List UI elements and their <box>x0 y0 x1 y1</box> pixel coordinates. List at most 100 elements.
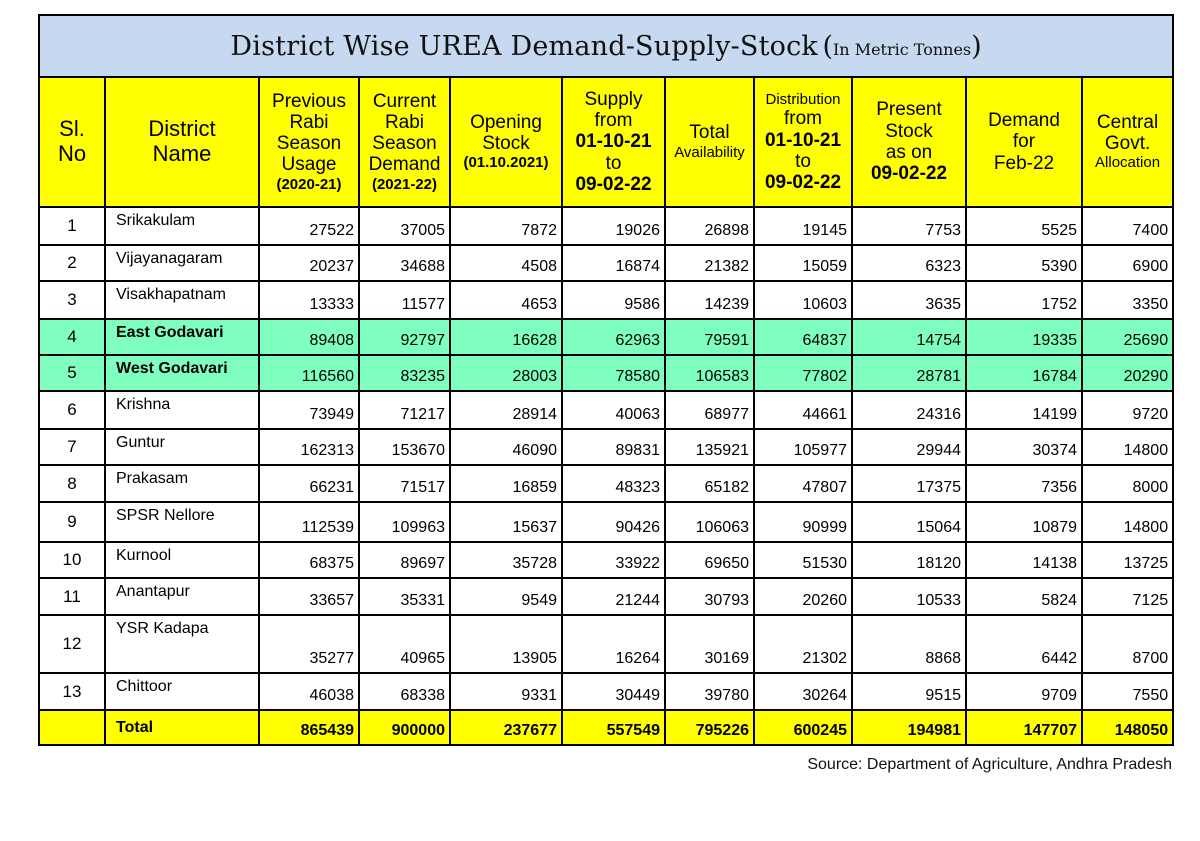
cell-prev: 116560 <box>258 354 360 392</box>
cell-sl-no: 11 <box>38 577 106 616</box>
cell-sl-no: 8 <box>38 464 106 503</box>
cell-total: 26898 <box>664 206 755 246</box>
table-row: 3 Visakhapatnam 13333 11577 4653 9586 14239 106… <box>38 280 1175 320</box>
cell-distribution: 30264 <box>753 672 853 711</box>
cell-sl-no: 12 <box>38 614 106 674</box>
cell-present: 24316 <box>851 390 967 430</box>
cell-sl-no: 2 <box>38 244 106 282</box>
cell-central: 14800 <box>1080 501 1175 543</box>
cell-curr: 40965 <box>358 614 451 674</box>
cell-curr: 34688 <box>358 244 451 282</box>
cell-opening: 13905 <box>449 614 563 674</box>
cell-prev: 89408 <box>258 318 360 356</box>
cell-central: 7125 <box>1080 577 1175 616</box>
cell-district-name: Prakasam <box>104 464 260 503</box>
header-district-name: District Name <box>104 76 260 208</box>
cell-supply: 48323 <box>561 464 666 503</box>
cell-opening: 4508 <box>449 244 563 282</box>
cell-present: 3635 <box>851 280 967 320</box>
cell-prev: 33657 <box>258 577 360 616</box>
header-current-demand: Current Rabi Season Demand (2021-22) <box>358 76 451 208</box>
cell-supply: 16874 <box>561 244 666 282</box>
cell-central: 8700 <box>1080 614 1175 674</box>
cell-district-name: Guntur <box>104 428 260 466</box>
cell-total: 65182 <box>664 464 755 503</box>
cell-present: 28781 <box>851 354 967 392</box>
cell-demand: 147707 <box>965 709 1083 746</box>
cell-curr: 109963 <box>358 501 451 543</box>
cell-total: 69650 <box>664 541 755 579</box>
cell-supply: 16264 <box>561 614 666 674</box>
total-row: Total 865439 900000 237677 557549 795226 60024… <box>38 709 1175 746</box>
cell-present: 194981 <box>851 709 967 746</box>
report-sheet: District Wise UREA Demand-Supply-Stock (… <box>37 14 1175 774</box>
cell-distribution: 21302 <box>753 614 853 674</box>
cell-central: 6900 <box>1080 244 1175 282</box>
cell-supply: 40063 <box>561 390 666 430</box>
table-row: 7 Guntur 162313 153670 46090 89831 135921 10597… <box>38 428 1175 466</box>
cell-present: 8868 <box>851 614 967 674</box>
cell-prev: 68375 <box>258 541 360 579</box>
cell-total: 135921 <box>664 428 755 466</box>
cell-supply: 30449 <box>561 672 666 711</box>
cell-demand: 30374 <box>965 428 1083 466</box>
cell-total: 30169 <box>664 614 755 674</box>
cell-present: 18120 <box>851 541 967 579</box>
cell-supply: 9586 <box>561 280 666 320</box>
cell-supply: 78580 <box>561 354 666 392</box>
table-row: 4 East Godavari 89408 92797 16628 62963 79591 6… <box>38 318 1175 356</box>
cell-opening: 15637 <box>449 501 563 543</box>
cell-district-name: Total <box>104 709 260 746</box>
cell-opening: 7872 <box>449 206 563 246</box>
cell-total: 14239 <box>664 280 755 320</box>
cell-total: 795226 <box>664 709 755 746</box>
cell-present: 10533 <box>851 577 967 616</box>
cell-sl-no: 10 <box>38 541 106 579</box>
cell-demand: 5390 <box>965 244 1083 282</box>
cell-opening: 28003 <box>449 354 563 392</box>
cell-demand: 6442 <box>965 614 1083 674</box>
table-row: 9 SPSR Nellore 112539 109963 15637 90426 10606… <box>38 501 1175 543</box>
cell-curr: 71217 <box>358 390 451 430</box>
cell-distribution: 51530 <box>753 541 853 579</box>
cell-curr: 71517 <box>358 464 451 503</box>
header-previous-usage: Previous Rabi Season Usage (2020-21) <box>258 76 360 208</box>
cell-prev: 73949 <box>258 390 360 430</box>
cell-present: 29944 <box>851 428 967 466</box>
cell-sl-no: 6 <box>38 390 106 430</box>
header-sl-no: Sl. No <box>38 76 106 208</box>
table-row: 10 Kurnool 68375 89697 35728 33922 69650 51530 1… <box>38 541 1175 579</box>
cell-distribution: 15059 <box>753 244 853 282</box>
cell-present: 15064 <box>851 501 967 543</box>
cell-opening: 35728 <box>449 541 563 579</box>
header-supply: Supply from 01-10-21 to 09-02-22 <box>561 76 666 208</box>
cell-present: 9515 <box>851 672 967 711</box>
cell-demand: 16784 <box>965 354 1083 392</box>
urea-table: District Wise UREA Demand-Supply-Stock (… <box>37 14 1175 746</box>
cell-distribution: 47807 <box>753 464 853 503</box>
cell-district-name: East Godavari <box>104 318 260 356</box>
cell-curr: 153670 <box>358 428 451 466</box>
cell-supply: 19026 <box>561 206 666 246</box>
cell-total: 106583 <box>664 354 755 392</box>
cell-distribution: 600245 <box>753 709 853 746</box>
header-opening-stock: Opening Stock (01.10.2021) <box>449 76 563 208</box>
title-unit: (In Metric Tonnes) <box>822 30 982 62</box>
cell-distribution: 64837 <box>753 318 853 356</box>
cell-demand: 5525 <box>965 206 1083 246</box>
table-row: 13 Chittoor 46038 68338 9331 30449 39780 30264 9… <box>38 672 1175 711</box>
cell-district-name: Anantapur <box>104 577 260 616</box>
cell-distribution: 105977 <box>753 428 853 466</box>
cell-demand: 19335 <box>965 318 1083 356</box>
cell-distribution: 44661 <box>753 390 853 430</box>
cell-distribution: 10603 <box>753 280 853 320</box>
cell-curr: 83235 <box>358 354 451 392</box>
cell-prev: 112539 <box>258 501 360 543</box>
cell-central: 3350 <box>1080 280 1175 320</box>
cell-district-name: Krishna <box>104 390 260 430</box>
cell-supply: 90426 <box>561 501 666 543</box>
cell-opening: 28914 <box>449 390 563 430</box>
source-note: Source: Department of Agriculture, Andhr… <box>807 756 1172 773</box>
cell-total: 39780 <box>664 672 755 711</box>
cell-curr: 92797 <box>358 318 451 356</box>
